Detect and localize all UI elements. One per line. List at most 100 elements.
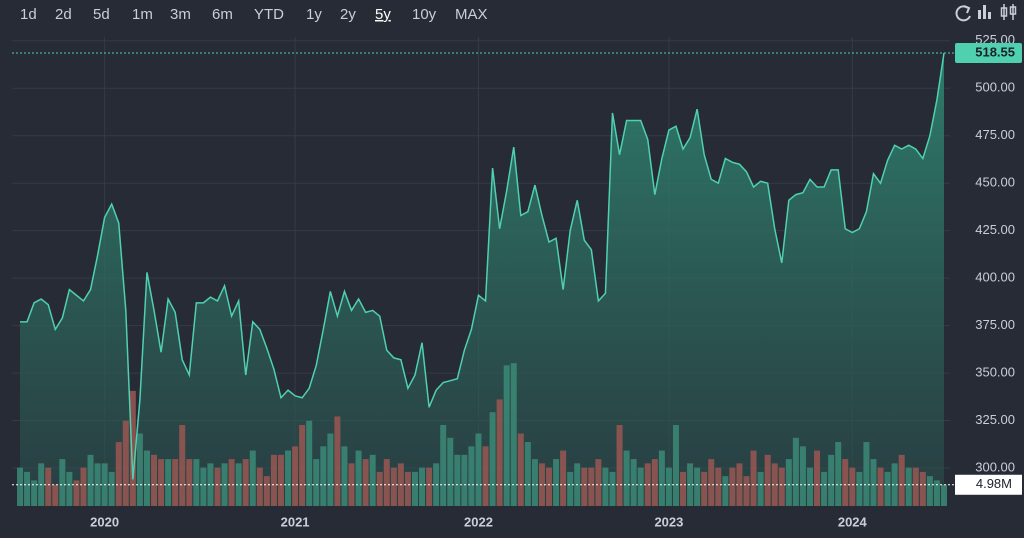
- volume-bar: [299, 424, 306, 506]
- volume-bar: [743, 476, 750, 506]
- volume-bar: [45, 467, 52, 506]
- volume-bar: [376, 471, 383, 506]
- volume-bar: [165, 459, 172, 506]
- volume-bar: [546, 467, 553, 506]
- volume-bar: [701, 471, 708, 506]
- volume-bar: [362, 459, 369, 506]
- volume-bar: [715, 467, 722, 506]
- volume-bar: [383, 459, 390, 506]
- range-button[interactable]: 6m: [212, 6, 233, 23]
- volume-bar: [200, 467, 207, 506]
- volume-bar: [228, 459, 235, 506]
- volume-bar: [517, 433, 524, 506]
- volume-bar: [419, 467, 426, 506]
- y-tick-label: 375.00: [975, 317, 1015, 332]
- volume-bar: [73, 480, 80, 506]
- volume-bar: [680, 471, 687, 506]
- volume-bar: [651, 459, 658, 506]
- volume-bar: [849, 467, 856, 506]
- volume-bar: [687, 463, 694, 506]
- volume-bar: [404, 471, 411, 506]
- volume-bar: [263, 476, 270, 506]
- volume-bar: [926, 476, 933, 506]
- volume-bar: [665, 467, 672, 506]
- volume-bar: [186, 459, 193, 506]
- volume-bar: [80, 467, 87, 506]
- volume-bar: [447, 437, 454, 506]
- range-button[interactable]: 1m: [132, 6, 153, 23]
- plot-area: 300.00 325.00 350.00 375.00 400.00 425.00 450.…: [12, 32, 1022, 529]
- range-button[interactable]: 5y: [375, 6, 391, 23]
- volume-bar: [609, 471, 616, 506]
- volume-bar: [475, 433, 482, 506]
- x-tick-label: 2021: [281, 514, 310, 529]
- volume-bar: [884, 471, 891, 506]
- volume-bar: [524, 442, 531, 506]
- volume-bar: [172, 459, 179, 506]
- volume-bar: [602, 467, 609, 506]
- volume-bar: [461, 454, 468, 506]
- volume-bar: [750, 450, 757, 506]
- volume-bar: [87, 454, 94, 506]
- volume-bar: [468, 446, 475, 506]
- volume-bar: [941, 484, 947, 506]
- candlestick-icon[interactable]: [1000, 4, 1017, 20]
- volume-bar: [588, 467, 595, 506]
- volume-bar: [905, 467, 912, 506]
- volume-bar: [806, 467, 813, 506]
- volume-bar: [644, 463, 651, 506]
- volume-bar: [207, 463, 214, 506]
- volume-bar: [411, 471, 418, 506]
- volume-bar: [179, 424, 186, 506]
- range-button[interactable]: 10y: [412, 6, 437, 23]
- volume-bar: [158, 459, 165, 506]
- volume-bar: [249, 450, 256, 506]
- range-button[interactable]: 1d: [20, 6, 37, 23]
- range-button[interactable]: 2y: [340, 6, 356, 23]
- y-tick-label: 425.00: [975, 222, 1015, 237]
- y-tick-label: 325.00: [975, 412, 1015, 427]
- price-area: [20, 53, 944, 506]
- range-button[interactable]: 2d: [55, 6, 72, 23]
- x-tick-label: 2023: [654, 514, 683, 529]
- range-button[interactable]: 3m: [170, 6, 191, 23]
- y-tick-label: 450.00: [975, 175, 1015, 190]
- volume-bar: [292, 446, 299, 506]
- volume-bar: [778, 467, 785, 506]
- volume-bar: [835, 442, 842, 506]
- y-tick-label: 350.00: [975, 365, 1015, 380]
- volume-bar: [115, 442, 122, 506]
- volume-bar: [616, 424, 623, 506]
- volume-bar: [129, 390, 136, 506]
- volume-bar: [214, 467, 221, 506]
- volume-bar: [870, 459, 877, 506]
- volume-bar: [792, 437, 799, 506]
- volume-bar: [722, 476, 729, 506]
- range-button[interactable]: YTD: [254, 6, 284, 23]
- volume-bar: [31, 480, 38, 506]
- volume-bar: [842, 459, 849, 506]
- volume-bar: [799, 446, 806, 506]
- volume-bar: [313, 459, 320, 506]
- y-tick-label: 300.00: [975, 459, 1015, 474]
- volume-bar: [496, 399, 503, 506]
- last-volume-box: [955, 474, 1022, 495]
- volume-bar: [567, 471, 574, 506]
- volume-bar: [736, 463, 743, 506]
- volume-bar: [856, 471, 863, 506]
- range-button[interactable]: 5d: [93, 6, 110, 23]
- refresh-icon[interactable]: [955, 5, 971, 22]
- last-price-box: [955, 43, 1022, 64]
- volume-bar: [553, 459, 560, 506]
- volume-bar: [933, 480, 940, 506]
- volume-bar: [334, 416, 341, 506]
- volume-bar: [658, 450, 665, 506]
- range-button[interactable]: MAX: [455, 6, 488, 23]
- bar-chart-icon[interactable]: [978, 5, 991, 19]
- range-button[interactable]: 1y: [306, 6, 322, 23]
- volume-bar: [814, 450, 821, 506]
- volume-bar: [454, 454, 461, 506]
- volume-bar: [912, 467, 919, 506]
- volume-bar: [440, 424, 447, 506]
